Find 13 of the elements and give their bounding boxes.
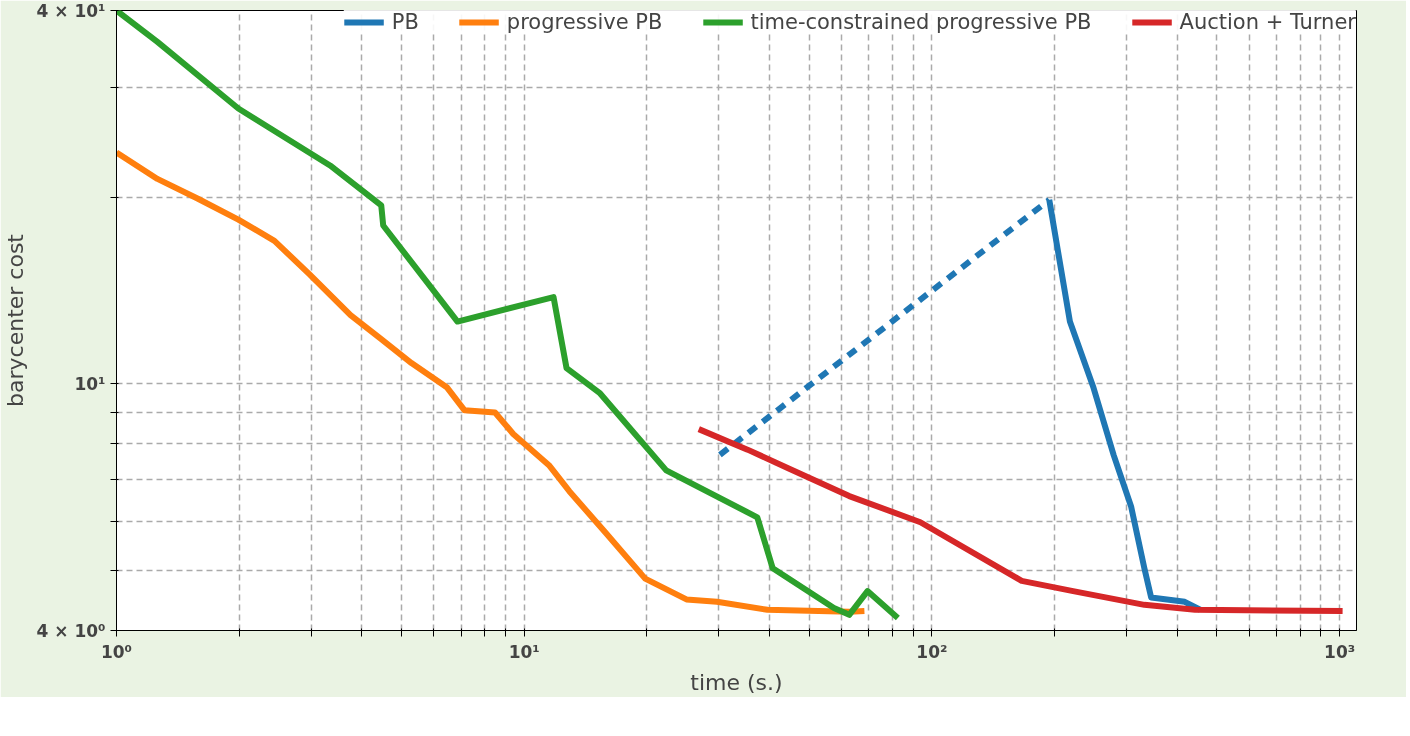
y-axis-title: barycenter cost: [3, 233, 29, 407]
x-axis-title: time (s.): [690, 669, 783, 695]
legend-label: PB: [391, 10, 419, 34]
legend-label: progressive PB: [506, 10, 663, 34]
x-tick-label: 10⁰: [100, 641, 133, 662]
legend-label: Auction + Turner: [1179, 10, 1356, 34]
y-tick-label: 4 × 10¹: [36, 0, 106, 21]
x-tick-label: 10²: [916, 641, 948, 662]
x-tick-label: 10³: [1324, 641, 1356, 662]
y-tick-label: 4 × 10⁰: [36, 620, 106, 641]
x-tick-label: 10¹: [508, 641, 540, 662]
legend-label: time-constrained progressive PB: [750, 10, 1092, 34]
y-tick-label: 10¹: [74, 373, 106, 394]
